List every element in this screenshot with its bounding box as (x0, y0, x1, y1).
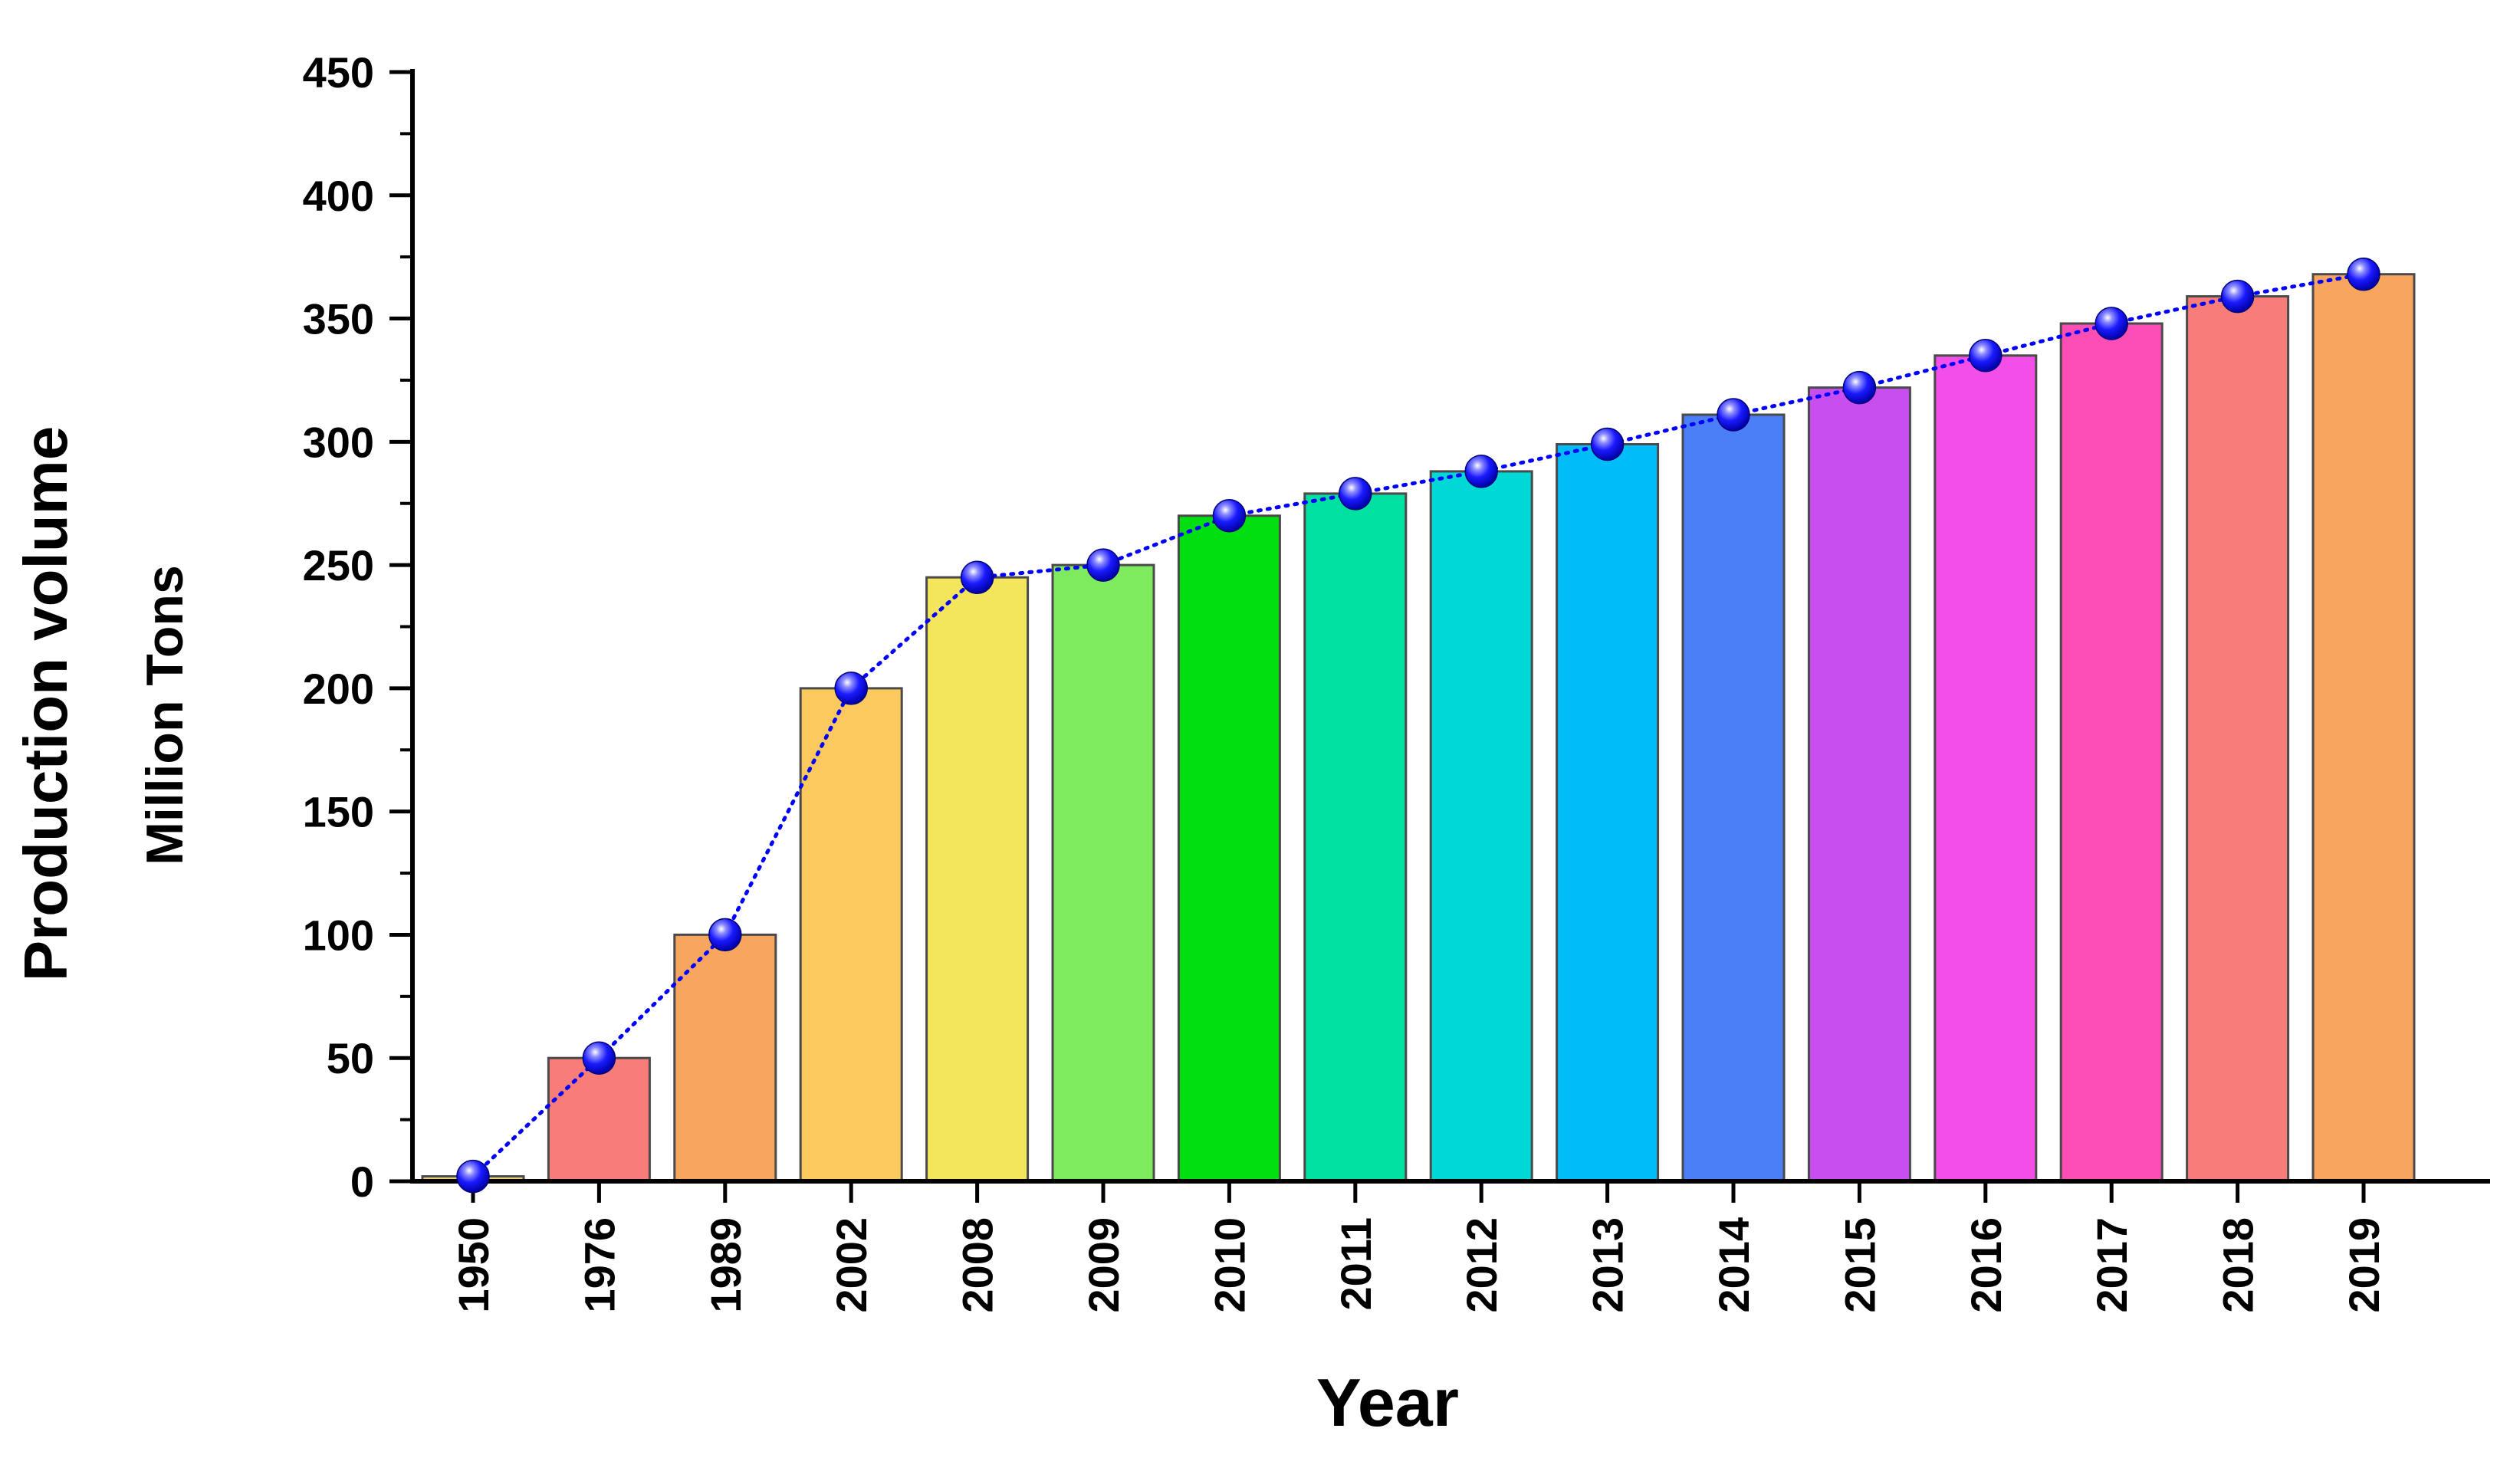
x-tick-label-2018: 2018 (2214, 1217, 2262, 1313)
bar-2016 (1934, 354, 2038, 1183)
bar-2002 (799, 687, 903, 1183)
y-tick-label-50: 50 (327, 1034, 374, 1082)
y-tick-label-300: 300 (303, 418, 374, 466)
y-tick-label-450: 450 (303, 48, 374, 97)
markers (456, 257, 2380, 1194)
y-tick-label-350: 350 (303, 295, 374, 343)
x-tick-label-1976: 1976 (575, 1217, 623, 1313)
bar-2008 (925, 576, 1030, 1183)
x-tick-label-1989: 1989 (701, 1217, 750, 1313)
x-tick-label-2008: 2008 (954, 1217, 1002, 1313)
marker-2012 (1464, 455, 1498, 488)
marker-2013 (1590, 427, 1625, 461)
x-tick-label-2014: 2014 (1710, 1217, 1758, 1313)
x-tick-label-2011: 2011 (1332, 1217, 1380, 1311)
marker-2017 (2095, 307, 2128, 340)
bar-2019 (2311, 273, 2416, 1183)
trend-line (471, 272, 2366, 1179)
trend-line-path (471, 272, 2366, 1179)
marker-2014 (1717, 398, 1750, 432)
tick-labels: 0 50 100 150 200 250 300 350 400 450 1950 1976 1989 2… (303, 48, 2388, 1313)
y-tick-label-100: 100 (303, 911, 374, 959)
x-axis-title: Year (1316, 1364, 1459, 1440)
marker-2016 (1969, 339, 2003, 373)
x-tick-label-2002: 2002 (827, 1217, 876, 1313)
bar-2011 (1303, 492, 1408, 1183)
marker-2009 (1086, 548, 1120, 582)
y-tick-label-150: 150 (303, 788, 374, 836)
marker-2018 (2220, 279, 2255, 314)
marker-2008 (960, 560, 994, 594)
bar-2018 (2186, 295, 2290, 1183)
y-axis-subtitle: Million Tons (136, 565, 194, 865)
bar-2015 (1807, 386, 1911, 1183)
y-axis-title: Production volume (11, 426, 80, 982)
x-tick-label-2009: 2009 (1079, 1217, 1128, 1313)
x-tick-label-2013: 2013 (1584, 1217, 1632, 1313)
y-tick-label-0: 0 (350, 1158, 374, 1206)
bar-1989 (673, 933, 777, 1183)
axes (389, 69, 2490, 1203)
marker-2015 (1842, 370, 1877, 405)
x-tick-label-1950: 1950 (449, 1217, 498, 1313)
bar-2013 (1556, 443, 1660, 1183)
marker-1950 (456, 1159, 490, 1194)
y-tick-label-200: 200 (303, 665, 374, 713)
y-tick-label-250: 250 (303, 541, 374, 589)
y-tick-label-400: 400 (303, 172, 374, 220)
marker-2019 (2347, 257, 2380, 291)
x-tick-label-2017: 2017 (2088, 1217, 2136, 1313)
bar-2014 (1681, 413, 1786, 1183)
marker-1989 (708, 918, 742, 952)
x-tick-label-2016: 2016 (1962, 1217, 2010, 1313)
bar-2012 (1429, 470, 1533, 1183)
bar-1976 (547, 1056, 651, 1183)
marker-2011 (1339, 477, 1372, 511)
x-tick-label-2010: 2010 (1205, 1217, 1253, 1313)
x-tick-label-2015: 2015 (1835, 1217, 1884, 1313)
marker-2002 (834, 672, 868, 705)
x-tick-label-2012: 2012 (1457, 1217, 1506, 1313)
bars (421, 273, 2416, 1183)
bar-2010 (1177, 514, 1281, 1183)
marker-1976 (582, 1041, 616, 1075)
x-tick-label-2019: 2019 (2340, 1217, 2388, 1313)
bar-2009 (1051, 563, 1155, 1183)
bar-2017 (2059, 322, 2164, 1183)
marker-2010 (1212, 499, 1247, 533)
